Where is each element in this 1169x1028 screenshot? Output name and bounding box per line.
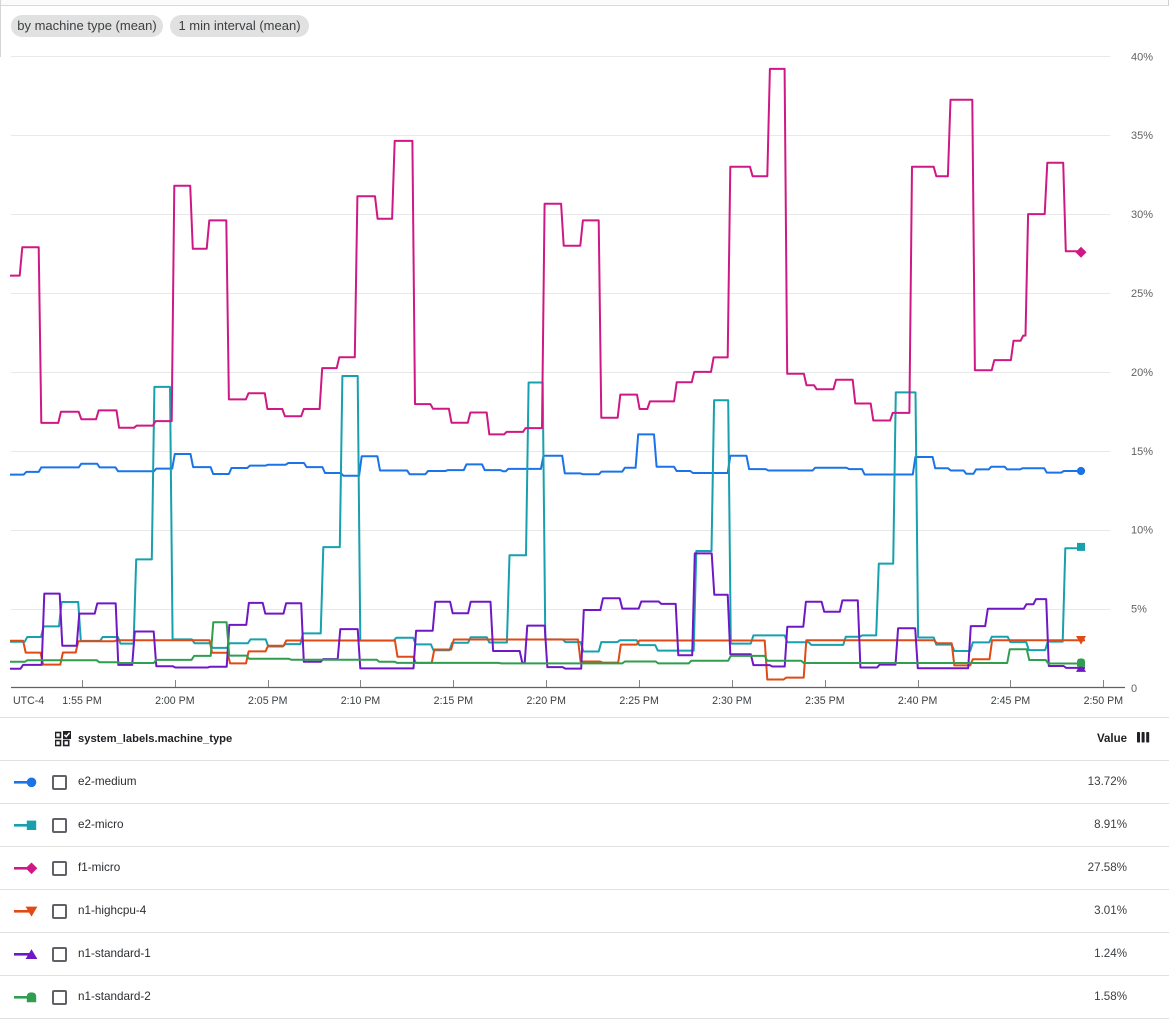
svg-text:2:30 PM: 2:30 PM [712, 695, 751, 707]
svg-text:2:05 PM: 2:05 PM [248, 695, 287, 707]
svg-text:1:55 PM: 1:55 PM [62, 695, 101, 707]
svg-text:2:35 PM: 2:35 PM [805, 695, 844, 707]
svg-text:40%: 40% [1131, 51, 1153, 63]
svg-text:2:25 PM: 2:25 PM [619, 695, 658, 707]
svg-text:20%: 20% [1131, 367, 1153, 379]
svg-text:UTC-4: UTC-4 [13, 695, 44, 707]
svg-text:25%: 25% [1131, 288, 1153, 300]
svg-text:5%: 5% [1131, 604, 1147, 616]
svg-text:0: 0 [1131, 683, 1137, 695]
svg-text:2:10 PM: 2:10 PM [341, 695, 380, 707]
svg-text:15%: 15% [1131, 446, 1153, 458]
svg-text:2:45 PM: 2:45 PM [991, 695, 1030, 707]
svg-text:35%: 35% [1131, 130, 1153, 142]
svg-text:2:50 PM: 2:50 PM [1084, 695, 1123, 707]
svg-text:2:40 PM: 2:40 PM [898, 695, 937, 707]
svg-text:30%: 30% [1131, 209, 1153, 221]
svg-text:10%: 10% [1131, 525, 1153, 537]
svg-text:2:15 PM: 2:15 PM [434, 695, 473, 707]
svg-text:2:00 PM: 2:00 PM [155, 695, 194, 707]
svg-text:2:20 PM: 2:20 PM [526, 695, 565, 707]
